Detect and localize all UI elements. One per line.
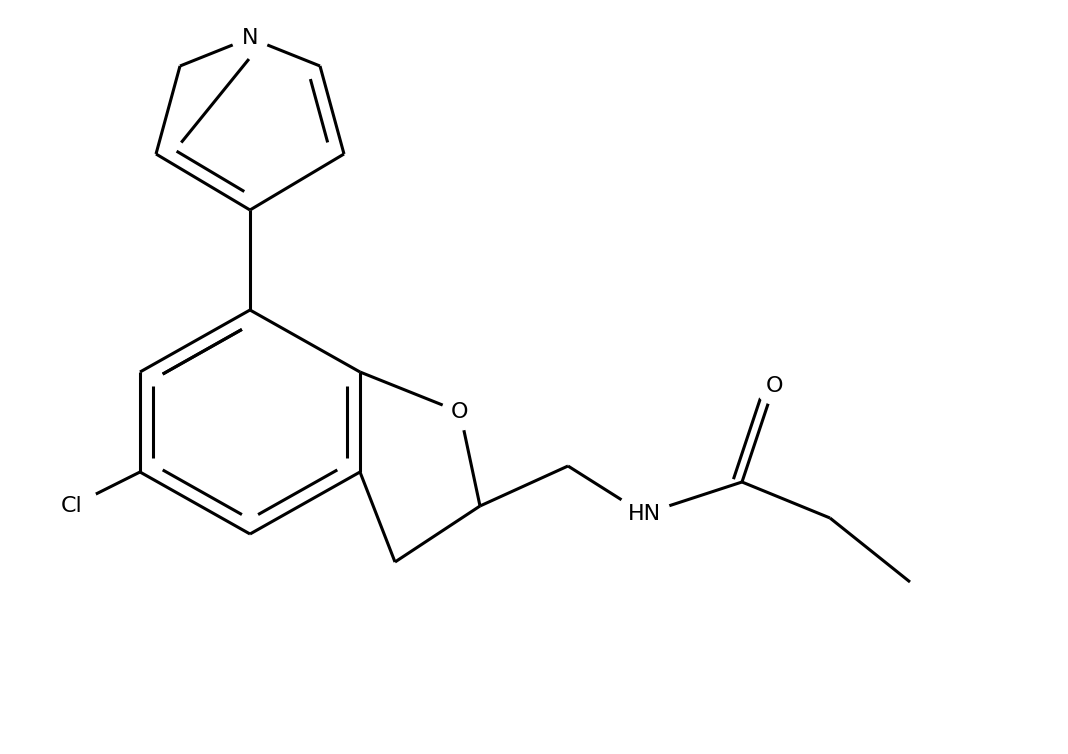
Text: O: O [452, 402, 469, 422]
Text: N: N [241, 28, 258, 48]
Circle shape [232, 20, 268, 56]
Circle shape [46, 480, 98, 532]
Circle shape [756, 368, 792, 404]
Text: Cl: Cl [61, 496, 83, 516]
Text: HN: HN [627, 504, 661, 524]
Circle shape [618, 488, 670, 540]
Text: O: O [766, 376, 783, 396]
Circle shape [442, 394, 478, 430]
